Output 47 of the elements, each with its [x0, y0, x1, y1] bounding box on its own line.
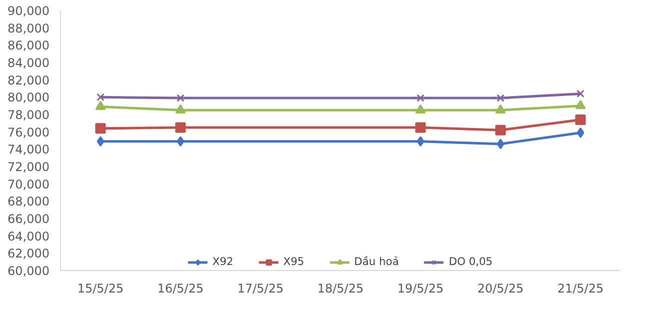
y-tick-label: 62,000 — [8, 246, 50, 261]
point — [95, 100, 106, 110]
x-tick-label: 20/5/25 — [477, 282, 524, 296]
point — [496, 138, 504, 150]
point — [96, 136, 104, 147]
x-tick-label: 15/5/25 — [77, 282, 124, 296]
y-tick-label: 74,000 — [8, 142, 50, 157]
y-tick-label: 70,000 — [8, 177, 50, 192]
point — [176, 136, 184, 147]
point — [416, 94, 424, 102]
y-tick-label: 82,000 — [8, 73, 50, 88]
point — [576, 127, 584, 138]
y-tick-label: 80,000 — [8, 90, 50, 105]
x-tick-label: 19/5/25 — [397, 282, 444, 296]
point — [575, 114, 586, 125]
point — [175, 104, 186, 114]
point — [415, 104, 426, 114]
point — [495, 104, 506, 114]
y-tick-label: 88,000 — [8, 21, 50, 36]
legend-label: X95 — [283, 255, 304, 268]
point — [175, 122, 186, 133]
point — [415, 122, 426, 133]
point — [495, 124, 506, 136]
legend-label: X92 — [212, 255, 234, 268]
x-tick-label: 21/5/25 — [557, 282, 604, 296]
legend-label: Dầu hoả — [354, 255, 399, 268]
x-tick-label: 16/5/25 — [157, 282, 204, 296]
y-tick-label: 84,000 — [8, 56, 50, 70]
point — [95, 123, 106, 134]
y-tick-label: 72,000 — [8, 160, 50, 174]
y-tick-label: 64,000 — [8, 229, 50, 244]
y-tick-label: 86,000 — [8, 38, 50, 53]
point — [496, 94, 504, 102]
point — [416, 136, 424, 147]
y-tick-label: 90,000 — [8, 4, 50, 18]
x-tick-label: 17/5/25 — [237, 282, 284, 296]
point — [576, 90, 584, 98]
y-tick-label: 78,000 — [8, 108, 50, 122]
point — [96, 93, 104, 102]
y-tick-label: 60,000 — [8, 264, 50, 278]
point — [176, 94, 184, 102]
x-tick-label: 18/5/25 — [317, 282, 364, 296]
y-tick-label: 66,000 — [8, 212, 50, 226]
legend-label: DO 0,05 — [448, 255, 493, 268]
y-tick-label: 68,000 — [8, 194, 50, 209]
y-tick-label: 76,000 — [8, 125, 50, 140]
point — [575, 100, 586, 110]
